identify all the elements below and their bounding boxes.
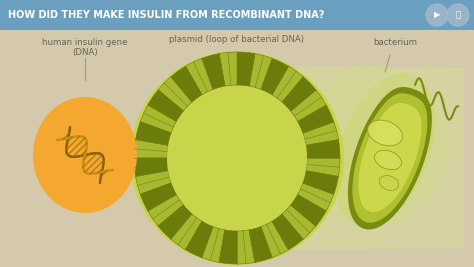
Polygon shape bbox=[140, 183, 176, 211]
Polygon shape bbox=[185, 221, 213, 258]
Polygon shape bbox=[306, 140, 340, 158]
Polygon shape bbox=[219, 52, 237, 86]
Polygon shape bbox=[158, 77, 192, 111]
Polygon shape bbox=[261, 221, 289, 258]
Polygon shape bbox=[148, 90, 183, 121]
Ellipse shape bbox=[33, 97, 137, 213]
Text: bacterium: bacterium bbox=[373, 38, 417, 47]
Polygon shape bbox=[306, 158, 340, 176]
Text: plasmid (loop of bacterial DNA): plasmid (loop of bacterial DNA) bbox=[170, 35, 304, 44]
Polygon shape bbox=[134, 158, 168, 176]
Polygon shape bbox=[261, 58, 289, 95]
Circle shape bbox=[447, 4, 469, 26]
Circle shape bbox=[290, 65, 450, 225]
Polygon shape bbox=[291, 194, 326, 226]
Polygon shape bbox=[272, 214, 303, 250]
Polygon shape bbox=[282, 205, 316, 239]
Polygon shape bbox=[237, 230, 255, 264]
Polygon shape bbox=[298, 183, 334, 211]
Ellipse shape bbox=[335, 73, 435, 227]
Text: ▶: ▶ bbox=[434, 10, 440, 19]
Polygon shape bbox=[237, 52, 255, 86]
Text: HOW DID THEY MAKE INSULIN FROM RECOMBINANT DNA?: HOW DID THEY MAKE INSULIN FROM RECOMBINA… bbox=[8, 10, 324, 20]
Polygon shape bbox=[136, 171, 171, 194]
Polygon shape bbox=[140, 105, 176, 133]
Polygon shape bbox=[134, 140, 168, 158]
Polygon shape bbox=[148, 194, 183, 226]
Ellipse shape bbox=[379, 176, 399, 190]
Polygon shape bbox=[282, 77, 316, 111]
Polygon shape bbox=[171, 66, 202, 102]
Polygon shape bbox=[353, 93, 428, 223]
Ellipse shape bbox=[374, 150, 401, 170]
Polygon shape bbox=[350, 89, 430, 228]
Polygon shape bbox=[171, 214, 202, 250]
Polygon shape bbox=[272, 66, 303, 102]
Bar bbox=[0, 0, 474, 30]
Polygon shape bbox=[219, 230, 237, 264]
Polygon shape bbox=[136, 122, 171, 145]
Circle shape bbox=[130, 51, 344, 265]
Circle shape bbox=[167, 88, 307, 228]
Polygon shape bbox=[298, 105, 334, 133]
Polygon shape bbox=[202, 227, 225, 262]
Polygon shape bbox=[303, 122, 338, 145]
Polygon shape bbox=[290, 66, 464, 250]
Polygon shape bbox=[158, 205, 192, 239]
Polygon shape bbox=[249, 54, 272, 89]
Polygon shape bbox=[249, 227, 272, 262]
Polygon shape bbox=[358, 103, 421, 212]
Circle shape bbox=[426, 4, 448, 26]
Polygon shape bbox=[303, 171, 338, 194]
Polygon shape bbox=[202, 54, 225, 89]
Text: human insulin gene
(DNA): human insulin gene (DNA) bbox=[42, 38, 128, 57]
Text: ⏮: ⏮ bbox=[456, 10, 461, 19]
Polygon shape bbox=[185, 58, 213, 95]
Ellipse shape bbox=[368, 120, 402, 146]
Polygon shape bbox=[291, 90, 326, 121]
